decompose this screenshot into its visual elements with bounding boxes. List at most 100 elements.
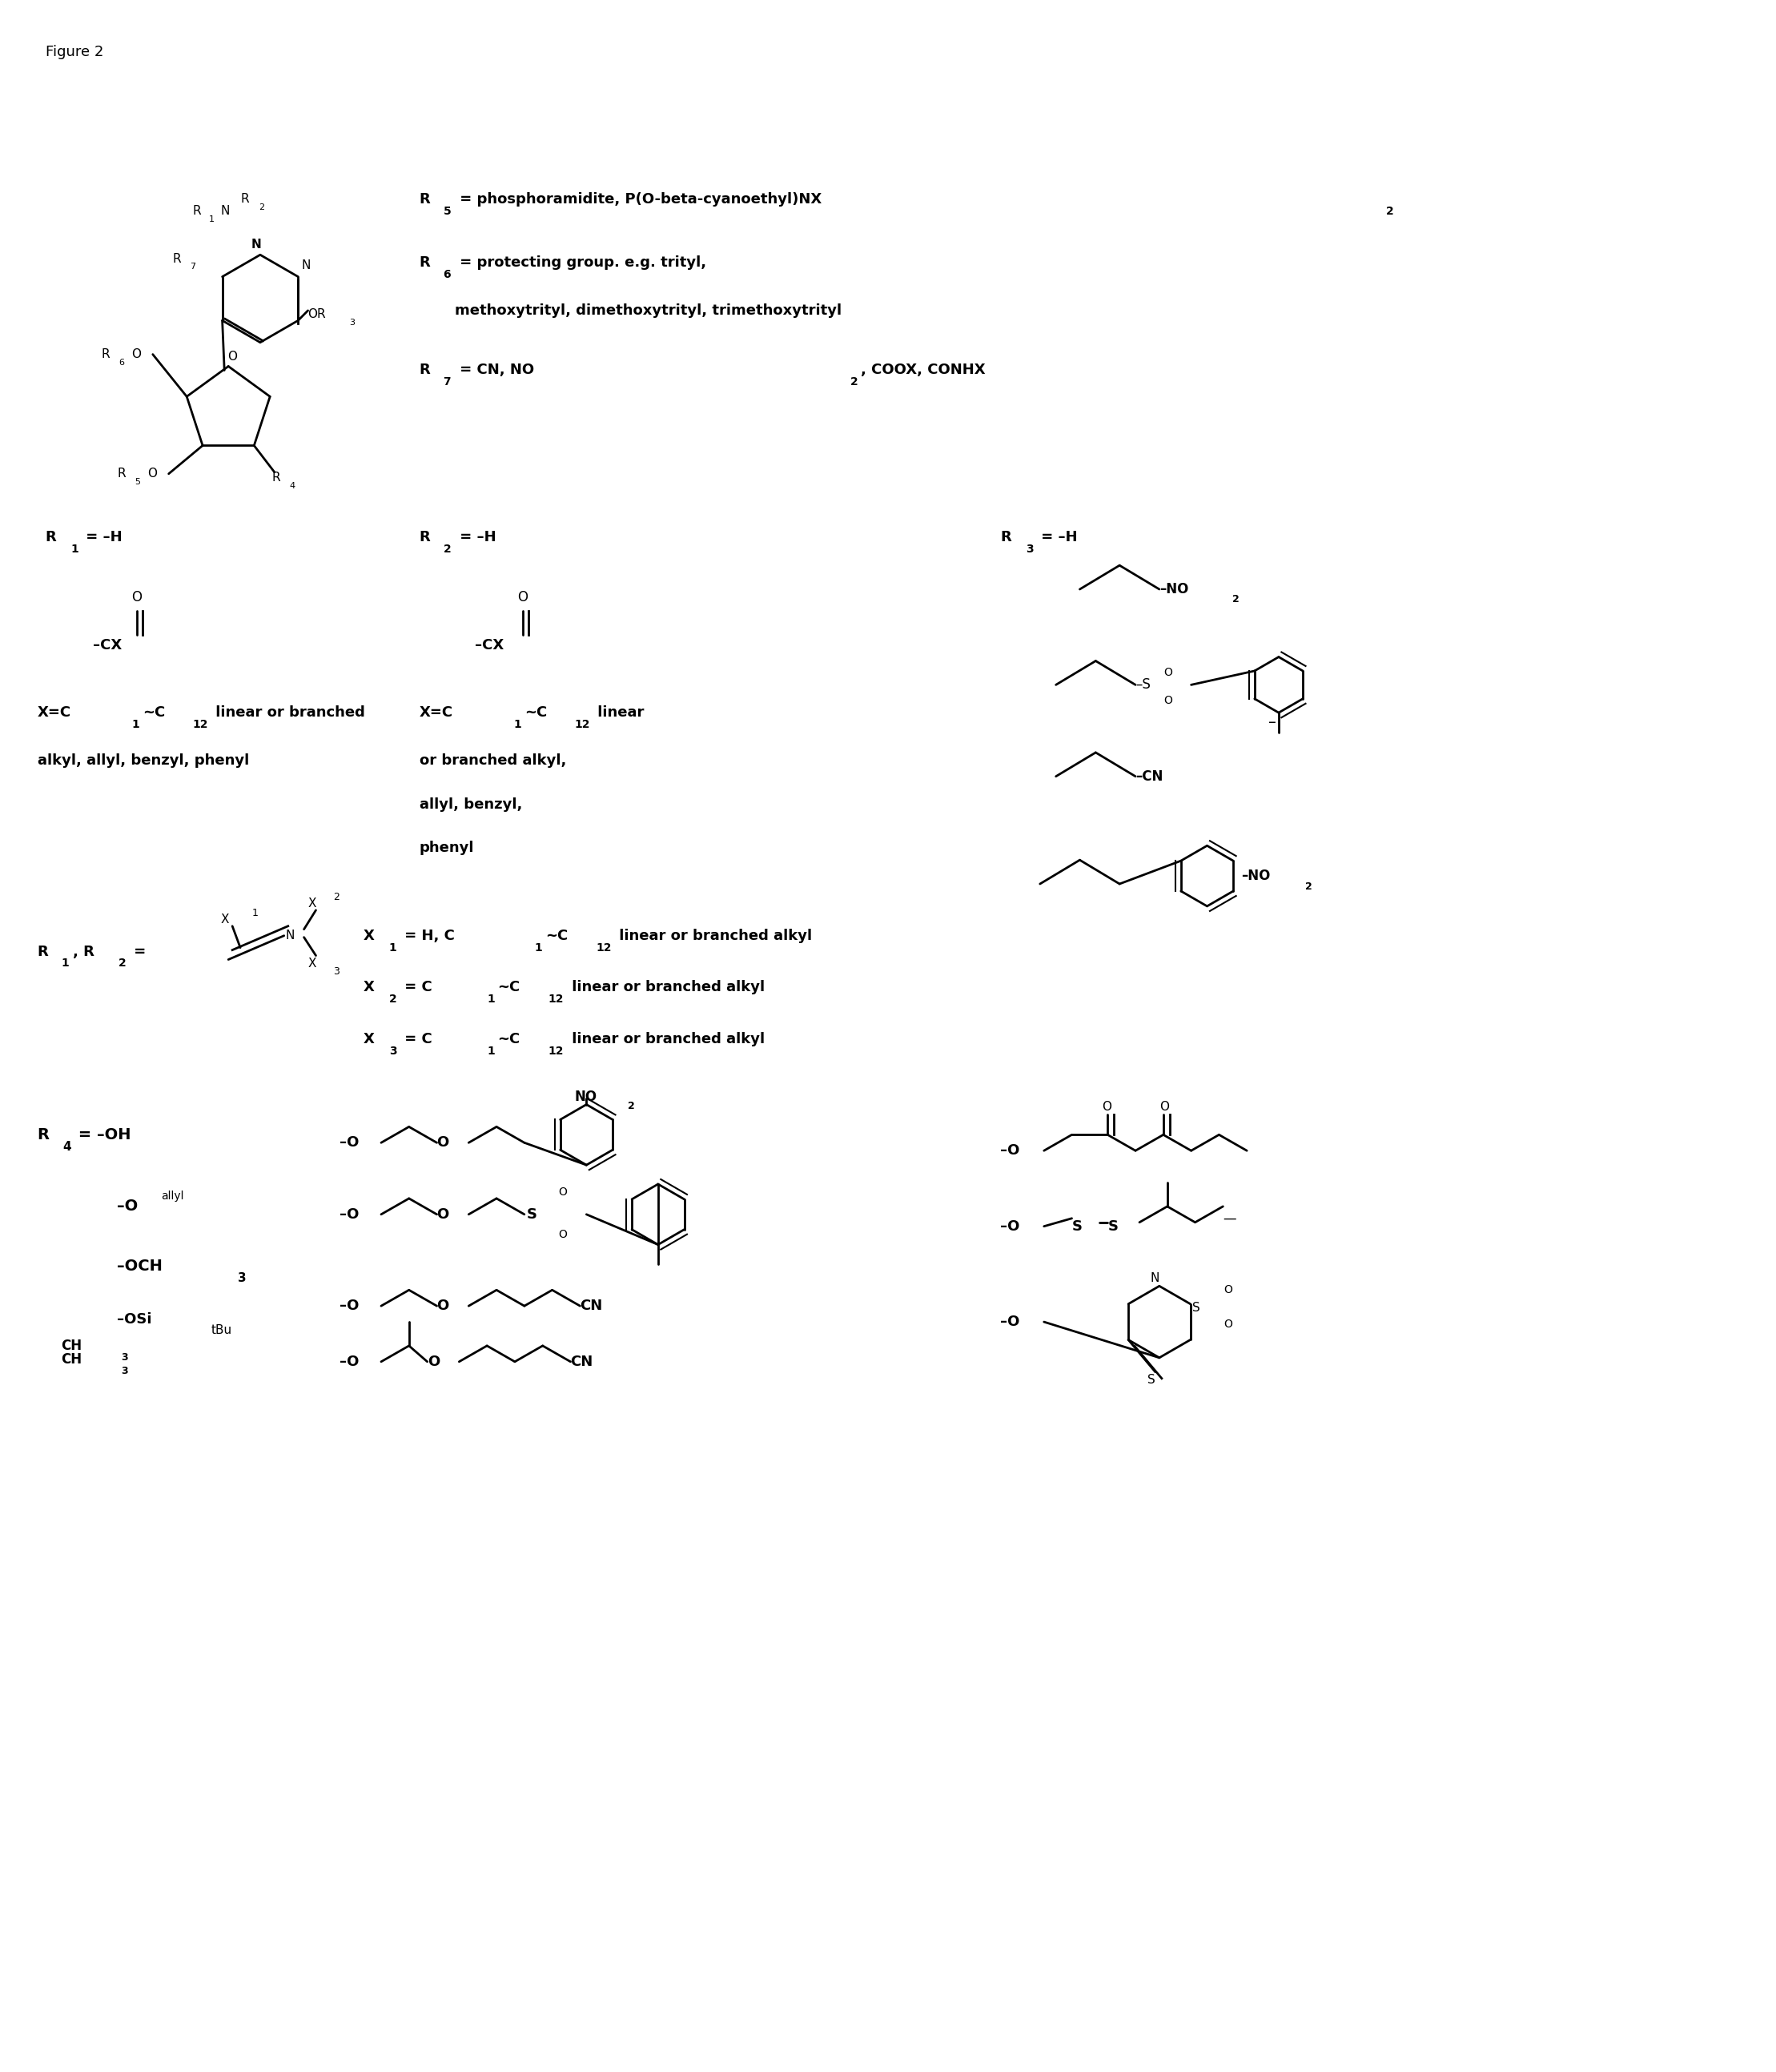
Text: linear or branched: linear or branched [211,704,366,719]
Text: OR: OR [307,309,327,321]
Text: R: R [1000,530,1011,545]
Text: O: O [147,468,156,481]
Text: CH: CH [60,1339,82,1353]
Text: R: R [419,193,430,207]
Text: ~C: ~C [545,928,568,943]
Text: alkyl, allyl, benzyl, phenyl: alkyl, allyl, benzyl, phenyl [37,754,249,769]
Text: = phosphoramidite, P(O-beta-cyanoethyl)NX: = phosphoramidite, P(O-beta-cyanoethyl)N… [455,193,822,207]
Text: = C: = C [400,980,432,995]
Text: 5: 5 [135,479,140,485]
Text: linear: linear [593,704,645,719]
Text: –O: –O [339,1208,359,1222]
Text: =: = [130,945,151,959]
Text: –CN: –CN [1135,769,1163,783]
Text: O: O [559,1229,567,1239]
Text: = H, C: = H, C [400,928,455,943]
Text: R: R [37,945,48,959]
Text: –CX: –CX [92,638,123,653]
Text: = C: = C [400,1032,432,1046]
Text: R: R [192,205,201,218]
Text: O: O [437,1208,449,1222]
Text: 3: 3 [389,1046,396,1057]
Text: N: N [302,259,311,271]
Text: N: N [286,930,295,941]
Text: Figure 2: Figure 2 [46,44,103,58]
Text: CN: CN [570,1355,593,1370]
Text: –S: –S [1135,678,1151,692]
Text: ~C: ~C [497,1032,520,1046]
Text: R: R [37,1127,50,1142]
Text: –O: –O [339,1355,359,1370]
Text: O: O [517,591,527,605]
Text: N: N [250,238,261,251]
Text: 2: 2 [1305,881,1312,891]
Text: R: R [101,348,110,361]
Text: 4: 4 [62,1142,71,1152]
Text: = –H: = –H [82,530,123,545]
Text: X: X [307,957,316,970]
Text: –O: –O [117,1200,139,1214]
Text: , COOX, CONHX: , COOX, CONHX [861,363,986,377]
Text: –O: –O [339,1299,359,1314]
Text: N: N [220,205,229,218]
Text: S: S [1071,1218,1082,1233]
Text: 2: 2 [1233,595,1240,605]
Text: N: N [1151,1272,1160,1285]
Text: = protecting group. e.g. trityl,: = protecting group. e.g. trityl, [455,255,707,269]
Text: S: S [1147,1374,1154,1386]
Text: X: X [364,980,375,995]
Text: O: O [1163,694,1172,707]
Text: –OCH: –OCH [117,1258,162,1274]
Text: O: O [1224,1285,1233,1295]
Text: linear or branched alkyl: linear or branched alkyl [614,928,812,943]
Text: O: O [131,591,142,605]
Text: –O: –O [339,1135,359,1150]
Text: 3: 3 [350,319,355,327]
Text: ~C: ~C [142,704,165,719]
Text: CN: CN [581,1299,602,1314]
Text: 2: 2 [389,995,396,1005]
Text: 2: 2 [627,1100,634,1111]
Text: X: X [364,1032,375,1046]
Text: O: O [428,1355,439,1370]
Text: 1: 1 [513,719,520,729]
Text: O: O [437,1299,449,1314]
Text: X: X [220,914,229,926]
Text: 3: 3 [1027,543,1034,555]
Text: 1: 1 [252,908,259,918]
Text: 3: 3 [238,1272,247,1285]
Text: phenyl: phenyl [419,841,474,856]
Text: –O: –O [1000,1314,1019,1328]
Text: 4: 4 [289,481,295,489]
Text: 7: 7 [444,377,451,387]
Text: –OSi: –OSi [117,1312,151,1326]
Text: , R: , R [73,945,94,959]
Text: R: R [419,255,430,269]
Text: O: O [1160,1100,1169,1113]
Text: 12: 12 [597,943,611,953]
Text: 12: 12 [549,1046,563,1057]
Text: 12: 12 [549,995,563,1005]
Text: 3: 3 [121,1353,128,1363]
Text: allyl: allyl [160,1191,183,1202]
Text: = –H: = –H [1035,530,1078,545]
Text: O: O [1103,1100,1112,1113]
Text: O: O [1224,1318,1233,1330]
Text: 1: 1 [131,719,139,729]
Text: methoxytrityl, dimethoxytrityl, trimethoxytrityl: methoxytrityl, dimethoxytrityl, trimetho… [455,303,842,317]
Text: 6: 6 [444,269,451,280]
Text: –: – [1268,715,1277,729]
Text: 6: 6 [119,358,124,367]
Text: 2: 2 [119,957,126,970]
Text: 1: 1 [60,957,69,970]
Text: –NO: –NO [1241,868,1270,883]
Text: 3: 3 [121,1365,128,1376]
Text: R: R [419,530,430,545]
Text: tBu: tBu [211,1324,233,1336]
Text: 1: 1 [487,995,496,1005]
Text: –NO: –NO [1160,582,1188,597]
Text: 7: 7 [190,263,195,271]
Text: S: S [1108,1218,1119,1233]
Text: 2: 2 [444,543,451,555]
Text: R: R [419,363,430,377]
